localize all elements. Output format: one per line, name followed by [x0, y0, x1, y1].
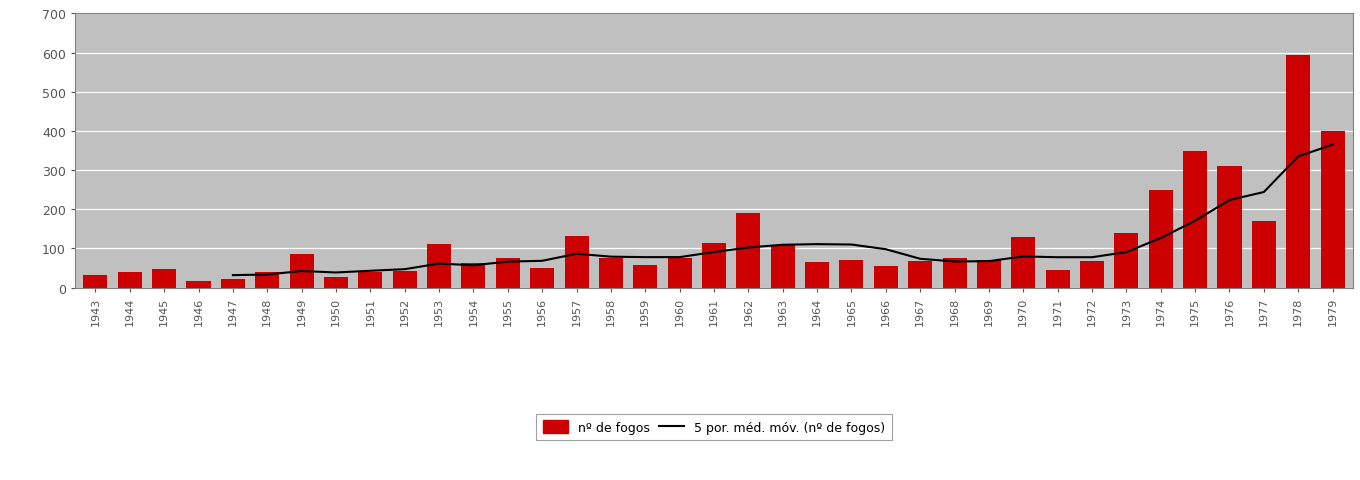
Bar [976, 261, 1001, 288]
Bar [942, 259, 967, 288]
Bar [118, 272, 141, 288]
Bar [530, 268, 554, 288]
Bar [358, 272, 382, 288]
Bar [290, 255, 314, 288]
Bar [220, 279, 245, 288]
Bar [873, 266, 898, 288]
Bar [427, 244, 452, 288]
Bar [461, 264, 486, 288]
Bar [83, 276, 107, 288]
Bar [702, 243, 726, 288]
Bar [1012, 237, 1035, 288]
Bar [805, 263, 830, 288]
Bar [634, 266, 657, 288]
Bar [152, 270, 177, 288]
Bar [393, 272, 416, 288]
Bar [1217, 167, 1242, 288]
Bar [1080, 262, 1104, 288]
Bar [1183, 151, 1208, 288]
Bar [1251, 222, 1276, 288]
Bar [256, 272, 279, 288]
Bar [186, 281, 211, 288]
Bar [908, 262, 932, 288]
Legend: nº de fogos, 5 por. méd. móv. (nº de fogos): nº de fogos, 5 por. méd. móv. (nº de fog… [536, 414, 892, 441]
Bar [1287, 56, 1310, 288]
Bar [839, 261, 864, 288]
Bar [324, 277, 348, 288]
Bar [1149, 190, 1172, 288]
Bar [1321, 132, 1345, 288]
Bar [771, 245, 794, 288]
Bar [598, 259, 623, 288]
Bar [668, 259, 692, 288]
Bar [564, 237, 589, 288]
Bar [496, 259, 520, 288]
Bar [1046, 270, 1070, 288]
Bar [736, 214, 760, 288]
Bar [1114, 233, 1138, 288]
